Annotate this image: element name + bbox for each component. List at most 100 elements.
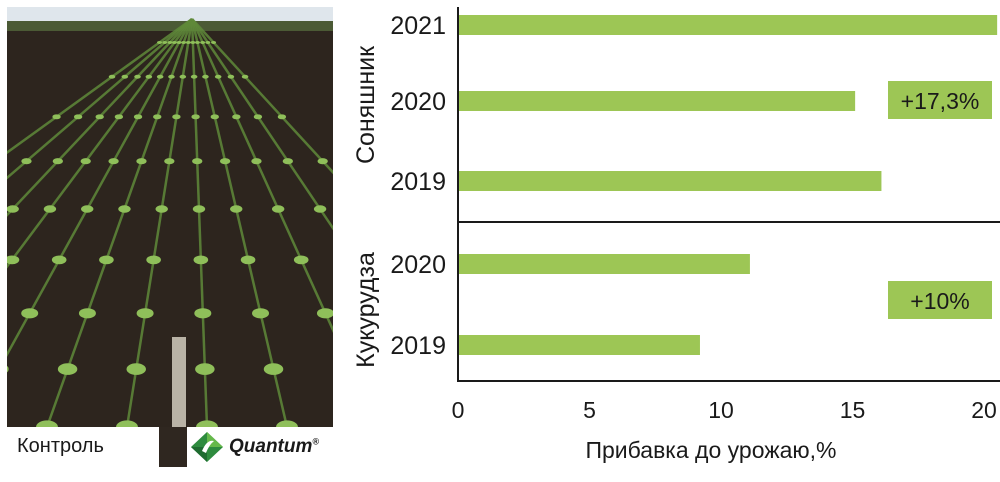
crop-row — [190, 18, 333, 231]
x-tick-label: 5 — [583, 397, 596, 423]
seedling — [172, 114, 181, 120]
seedling — [134, 74, 141, 79]
seedling — [210, 114, 219, 120]
seedling — [196, 420, 218, 427]
crop-row — [7, 18, 194, 358]
group-label: Соняшник — [352, 45, 380, 164]
seedling — [78, 308, 96, 319]
seedling — [171, 40, 177, 44]
seedling — [293, 255, 309, 265]
seedling — [185, 40, 191, 44]
seedling — [240, 255, 256, 265]
seedling — [21, 158, 32, 165]
seedling — [179, 74, 187, 79]
seedling — [99, 255, 114, 265]
quantum-logo-icon — [191, 432, 223, 462]
seedling — [202, 74, 209, 79]
category-label: 2020 — [390, 88, 446, 116]
seedling — [81, 205, 94, 213]
photo-stake-base — [159, 427, 187, 467]
seedling — [108, 158, 119, 165]
seedling — [200, 40, 206, 44]
category-label: 2021 — [390, 12, 446, 40]
seedling — [116, 420, 138, 427]
category-label: 2019 — [390, 332, 446, 360]
x-tick-label: 0 — [452, 397, 465, 423]
field-stake — [172, 337, 186, 427]
seedling — [145, 74, 153, 79]
seedling — [190, 40, 196, 44]
seedling — [195, 363, 215, 375]
seedling — [232, 114, 241, 120]
seedling — [316, 308, 333, 319]
seedling — [191, 114, 200, 120]
seedling — [95, 114, 104, 120]
seedling — [313, 205, 327, 213]
seedling — [253, 114, 263, 120]
seedling — [162, 40, 168, 44]
seedling — [52, 114, 61, 120]
bar-Соняшник-2020 — [458, 91, 856, 111]
seedling — [230, 205, 243, 213]
crop-row — [7, 18, 193, 217]
annotation-badge — [888, 281, 992, 319]
seedling — [7, 205, 19, 213]
seedling — [193, 255, 209, 265]
bar-Кукурудза-2020 — [458, 254, 750, 274]
seedling — [7, 365, 9, 373]
crop-row — [190, 18, 289, 427]
seedling — [251, 158, 262, 165]
seedling — [133, 114, 143, 120]
seedling — [276, 420, 298, 427]
seedling — [168, 74, 175, 79]
field-photo — [7, 7, 333, 427]
seedling — [192, 205, 206, 213]
seedling — [136, 308, 154, 319]
seedling — [214, 74, 222, 79]
seedling — [136, 158, 147, 165]
seedling — [126, 363, 146, 375]
crop-row — [7, 18, 194, 269]
crop-row — [190, 18, 333, 333]
seedling — [181, 40, 187, 44]
seedling — [43, 205, 57, 213]
seedling — [57, 363, 78, 375]
seedling — [282, 158, 293, 165]
annotation-text: +10% — [910, 288, 969, 314]
seedling — [252, 308, 270, 319]
seedling — [211, 40, 217, 44]
seedling — [153, 114, 162, 120]
seedling — [156, 74, 164, 79]
seedling — [190, 74, 198, 79]
crop-row — [7, 17, 193, 155]
crop-row — [125, 18, 194, 427]
seedling — [118, 205, 131, 213]
category-label: 2019 — [390, 168, 446, 196]
group-label: Кукурудза — [352, 252, 380, 368]
annotation-text: +17,3% — [901, 88, 980, 114]
seedling — [121, 74, 129, 79]
x-axis-title: Прибавка до урожаю,% — [585, 437, 836, 463]
seedling — [21, 308, 39, 319]
seedling — [263, 363, 284, 375]
seedling — [146, 255, 161, 265]
sunflower-field-image — [7, 7, 333, 427]
crop-row — [191, 18, 333, 175]
sky — [7, 7, 333, 21]
quantum-logo-text: Quantum® — [229, 436, 320, 457]
seedling — [36, 420, 58, 427]
seedling — [155, 205, 168, 213]
seedling — [51, 255, 67, 265]
seedling — [205, 40, 211, 44]
x-tick-label: 15 — [840, 397, 866, 423]
seedling — [227, 74, 235, 79]
crop-row — [7, 18, 193, 180]
seedling — [167, 40, 173, 44]
seedling — [241, 74, 249, 79]
crop-row — [45, 18, 194, 427]
annotation-badge — [888, 81, 992, 119]
seedling — [317, 158, 328, 165]
seedling — [192, 158, 203, 165]
control-caption: Контроль — [17, 435, 104, 457]
seedling — [176, 40, 182, 44]
